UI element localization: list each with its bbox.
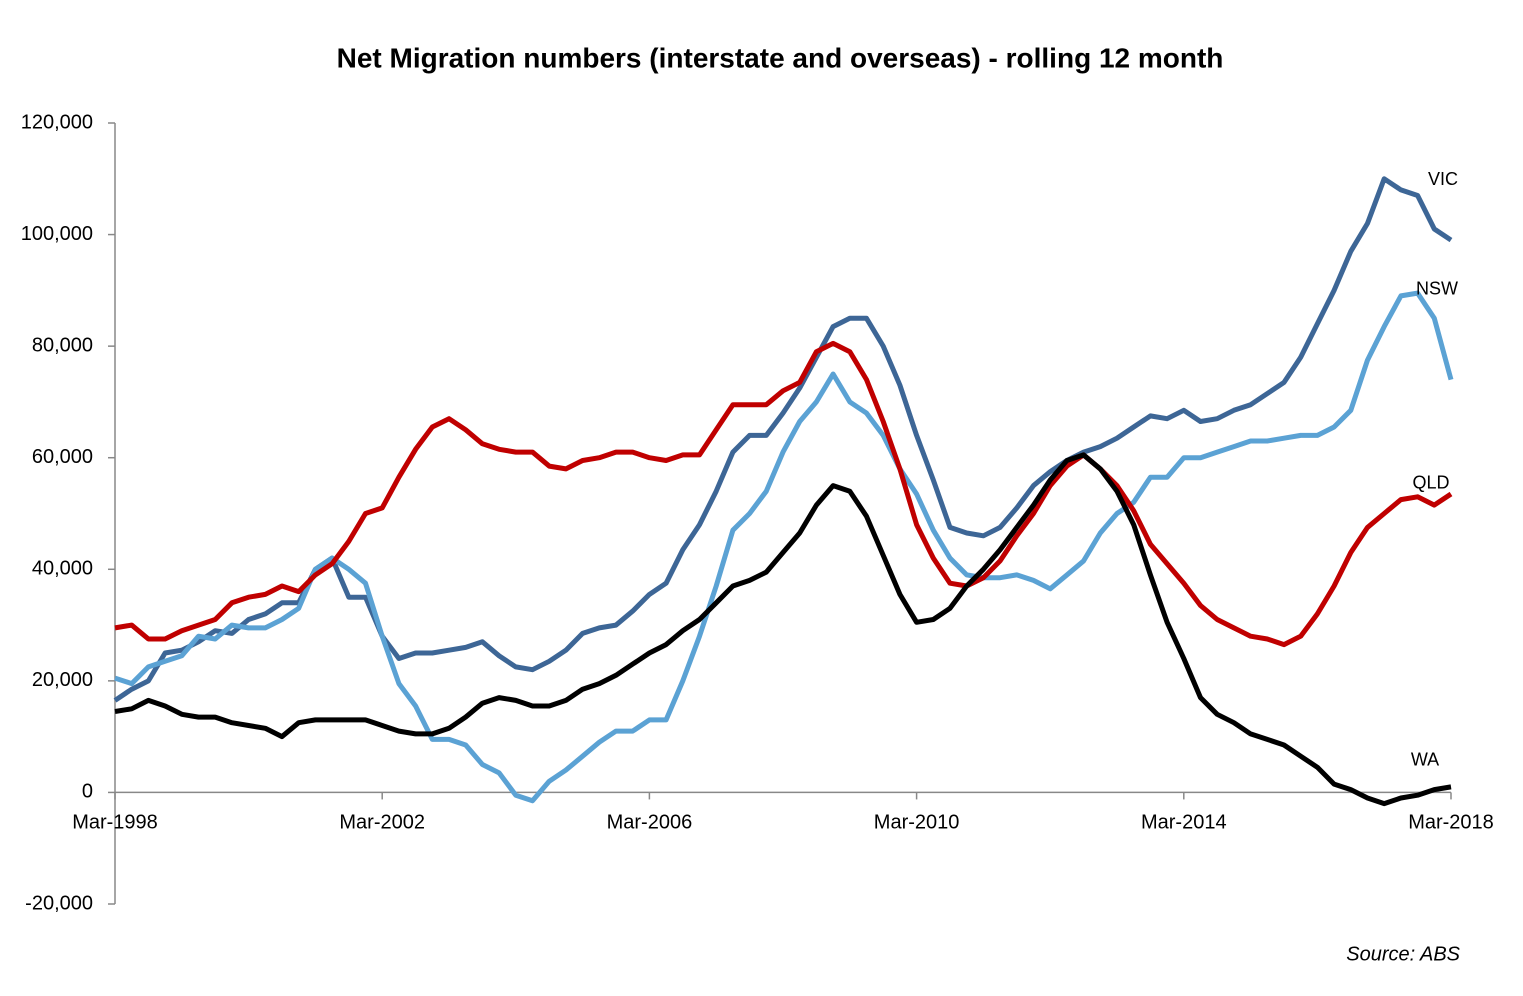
series-line [113, 176, 1453, 703]
legend-label: WA [1411, 750, 1439, 770]
x-tick-label: Mar-1998 [72, 812, 158, 834]
y-tick-label: 20,000 [32, 669, 93, 691]
legend-label: QLD [1412, 473, 1449, 493]
x-tick-label: Mar-2006 [607, 812, 693, 834]
series-line [114, 290, 1454, 804]
y-tick-label: 60,000 [32, 446, 93, 468]
y-tick-label: 100,000 [21, 223, 93, 245]
x-tick-label: Mar-2010 [874, 812, 960, 834]
x-tick-label: Mar-2002 [339, 812, 425, 834]
series-line [114, 452, 1452, 807]
x-tick-label: Mar-2014 [1141, 812, 1227, 834]
y-tick-label: 120,000 [21, 111, 93, 133]
legend-label: VIC [1428, 169, 1458, 189]
x-tick-label: Mar-2018 [1408, 812, 1494, 834]
chart-title: Net Migration numbers (interstate and ov… [337, 42, 1224, 73]
series-line [114, 340, 1453, 648]
source-note: Source: ABS [1346, 943, 1460, 965]
y-tick-label: 80,000 [32, 334, 93, 356]
legend-label: NSW [1416, 278, 1458, 298]
y-tick-label: -20,000 [25, 892, 93, 914]
y-tick-label: 40,000 [32, 558, 93, 580]
y-tick-label: 0 [82, 781, 93, 803]
